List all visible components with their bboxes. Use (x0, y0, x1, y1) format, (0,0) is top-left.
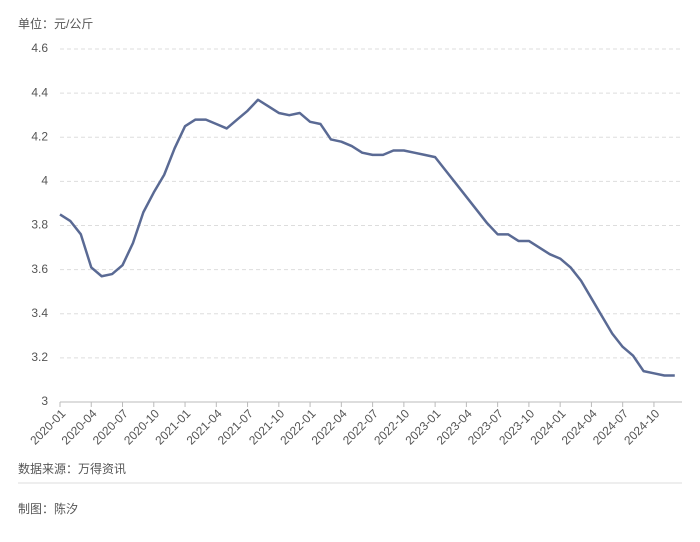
x-tick-label: 2024-10 (621, 406, 662, 447)
line (59, 98, 675, 377)
source: 数据来源：万得资讯 (18, 461, 126, 476)
y-tick-label: 4.4 (31, 85, 48, 99)
credit: 制图：陈汐 (18, 501, 78, 516)
y-tick-label: 3.6 (31, 262, 48, 276)
y-tick-label: 4.6 (31, 41, 48, 55)
y-tick-label: 3.2 (31, 350, 48, 364)
y-tick-label: 4 (41, 174, 48, 188)
y-tick-label: 3.4 (31, 306, 48, 320)
y-tick-label: 3.8 (31, 218, 48, 232)
y-tick-label: 4.2 (31, 129, 48, 143)
unit-label: 单位：元/公斤 (18, 16, 93, 31)
y-tick-label: 3 (41, 394, 48, 408)
